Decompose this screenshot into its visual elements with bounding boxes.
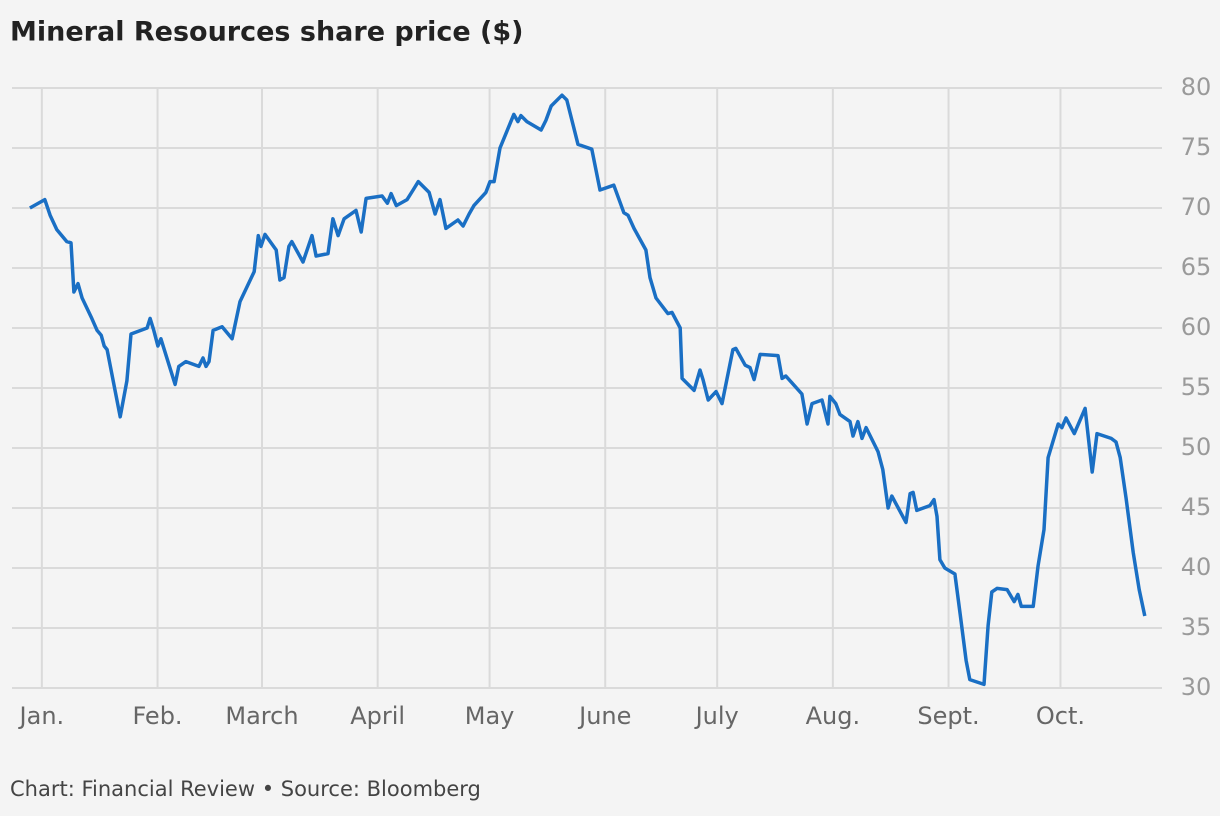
x-tick-label: June	[577, 702, 631, 730]
x-tick-label: Oct.	[1036, 702, 1085, 730]
y-tick-label: 65	[1181, 253, 1212, 281]
y-tick-label: 60	[1181, 313, 1212, 341]
y-tick-label: 70	[1181, 193, 1212, 221]
x-tick-label: Aug.	[806, 702, 861, 730]
x-tick-label: March	[225, 702, 298, 730]
x-tick-label: Jan.	[18, 702, 65, 730]
y-tick-label: 50	[1181, 433, 1212, 461]
chart-title: Mineral Resources share price ($)	[10, 17, 524, 48]
price-line	[29, 93, 1147, 687]
y-tick-label: 75	[1181, 133, 1212, 161]
y-tick-label: 30	[1181, 673, 1212, 701]
x-tick-label: July	[694, 702, 739, 730]
x-tick-label: Feb.	[132, 702, 182, 730]
y-tick-label: 45	[1181, 493, 1212, 521]
y-tick-label: 80	[1181, 73, 1212, 101]
x-tick-label: May	[465, 702, 515, 730]
source-note: Chart: Financial Review • Source: Bloomb…	[10, 777, 481, 801]
x-tick-label: April	[350, 702, 405, 730]
y-tick-label: 40	[1181, 553, 1212, 581]
y-tick-label: 35	[1181, 613, 1212, 641]
y-tick-label: 55	[1181, 373, 1212, 401]
x-tick-label: Sept.	[917, 702, 979, 730]
